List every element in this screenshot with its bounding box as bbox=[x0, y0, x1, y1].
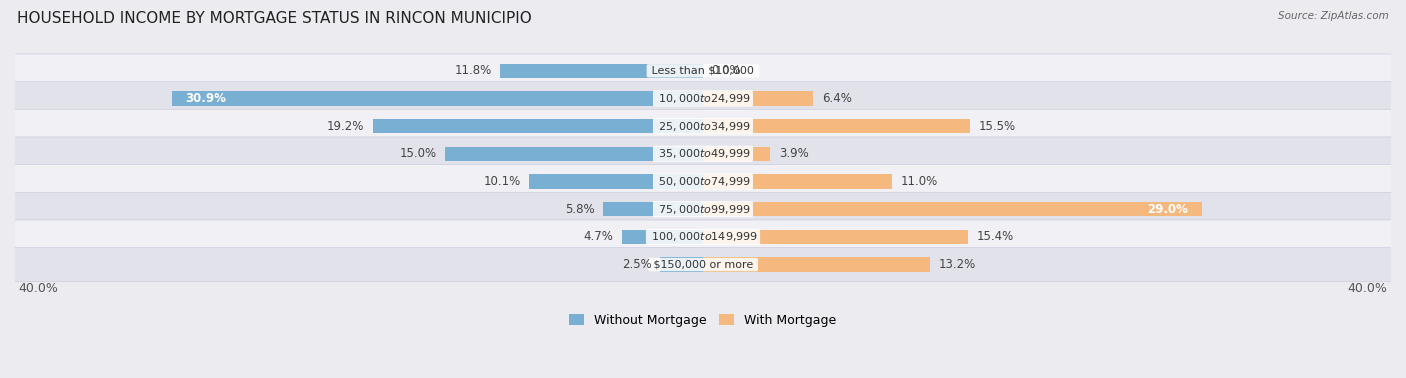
Bar bbox=[703, 257, 929, 272]
Bar bbox=[446, 147, 703, 161]
Text: 19.2%: 19.2% bbox=[326, 120, 364, 133]
FancyBboxPatch shape bbox=[4, 54, 1402, 88]
Bar bbox=[659, 257, 703, 272]
Text: 15.4%: 15.4% bbox=[977, 230, 1014, 243]
Text: $75,000 to $99,999: $75,000 to $99,999 bbox=[655, 203, 751, 216]
Text: 3.9%: 3.9% bbox=[779, 147, 808, 160]
Bar bbox=[703, 119, 970, 133]
Bar bbox=[529, 174, 703, 189]
Legend: Without Mortgage, With Mortgage: Without Mortgage, With Mortgage bbox=[569, 314, 837, 327]
Bar bbox=[501, 64, 703, 78]
FancyBboxPatch shape bbox=[4, 248, 1402, 282]
Bar bbox=[703, 174, 893, 189]
Text: 40.0%: 40.0% bbox=[1348, 282, 1388, 295]
Text: $50,000 to $74,999: $50,000 to $74,999 bbox=[655, 175, 751, 188]
Text: HOUSEHOLD INCOME BY MORTGAGE STATUS IN RINCON MUNICIPIO: HOUSEHOLD INCOME BY MORTGAGE STATUS IN R… bbox=[17, 11, 531, 26]
Text: 40.0%: 40.0% bbox=[18, 282, 58, 295]
Text: $10,000 to $24,999: $10,000 to $24,999 bbox=[655, 92, 751, 105]
Bar bbox=[703, 91, 813, 106]
Text: 15.0%: 15.0% bbox=[399, 147, 436, 160]
FancyBboxPatch shape bbox=[4, 137, 1402, 171]
FancyBboxPatch shape bbox=[4, 192, 1402, 226]
Bar bbox=[172, 91, 703, 106]
Text: $25,000 to $34,999: $25,000 to $34,999 bbox=[655, 120, 751, 133]
Text: 2.5%: 2.5% bbox=[621, 258, 651, 271]
Bar bbox=[703, 230, 967, 244]
Bar bbox=[373, 119, 703, 133]
Text: 15.5%: 15.5% bbox=[979, 120, 1015, 133]
Text: $100,000 to $149,999: $100,000 to $149,999 bbox=[648, 230, 758, 243]
Text: 30.9%: 30.9% bbox=[186, 92, 226, 105]
Text: 11.8%: 11.8% bbox=[454, 64, 492, 77]
Text: 10.1%: 10.1% bbox=[484, 175, 520, 188]
Text: 0.0%: 0.0% bbox=[711, 64, 741, 77]
Bar bbox=[703, 147, 770, 161]
Text: 11.0%: 11.0% bbox=[901, 175, 938, 188]
FancyBboxPatch shape bbox=[4, 109, 1402, 143]
Text: 29.0%: 29.0% bbox=[1147, 203, 1188, 216]
Bar bbox=[623, 230, 703, 244]
Text: 5.8%: 5.8% bbox=[565, 203, 595, 216]
FancyBboxPatch shape bbox=[4, 165, 1402, 198]
Text: $35,000 to $49,999: $35,000 to $49,999 bbox=[655, 147, 751, 160]
FancyBboxPatch shape bbox=[4, 82, 1402, 115]
Text: Source: ZipAtlas.com: Source: ZipAtlas.com bbox=[1278, 11, 1389, 21]
Text: Less than $10,000: Less than $10,000 bbox=[648, 66, 758, 76]
Bar bbox=[703, 202, 1202, 216]
Text: 6.4%: 6.4% bbox=[821, 92, 852, 105]
Text: 4.7%: 4.7% bbox=[583, 230, 613, 243]
FancyBboxPatch shape bbox=[4, 220, 1402, 254]
Bar bbox=[603, 202, 703, 216]
Text: $150,000 or more: $150,000 or more bbox=[650, 260, 756, 270]
Text: 13.2%: 13.2% bbox=[939, 258, 976, 271]
